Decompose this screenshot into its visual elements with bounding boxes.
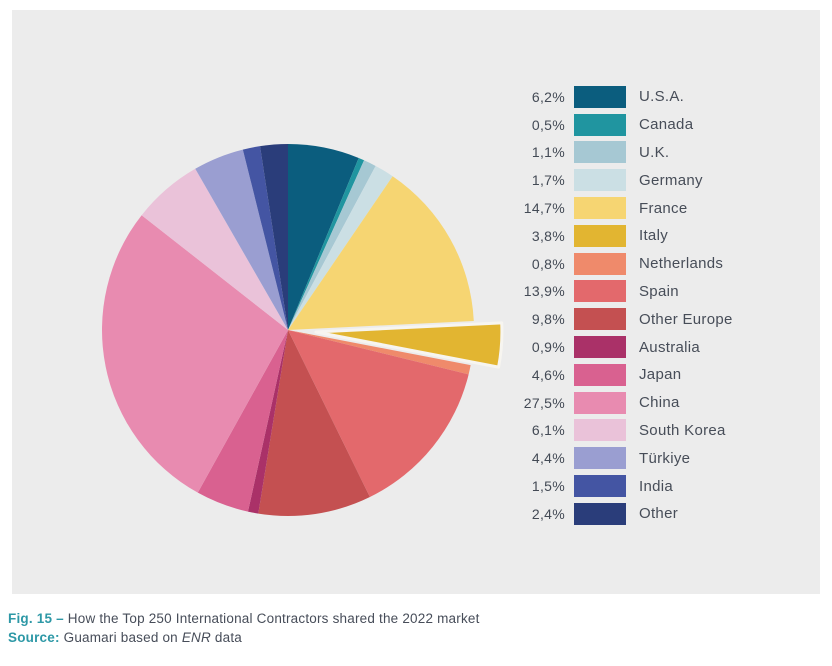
pie-slice-türkiye (195, 149, 288, 330)
legend-percent: 1,5% (531, 478, 565, 495)
legend-row: 4,6% Japan (500, 361, 800, 389)
legend-percent: 0,5% (531, 116, 565, 133)
legend-label: Other Europe (639, 310, 733, 328)
legend-percent: 6,1% (531, 422, 565, 439)
legend-label: Other (639, 505, 679, 523)
legend-row: 1,7% Germany (500, 166, 800, 194)
pie-slice-netherlands (288, 330, 471, 375)
legend-row: 27,5% China (500, 389, 800, 417)
legend-label: Spain (639, 282, 679, 300)
legend-label: India (639, 477, 674, 495)
legend-row: 14,7% France (500, 194, 800, 222)
legend: 6,2% U.S.A. 0,5% Canada 1,1% U.K. 1,7% Germany 1… (500, 83, 800, 528)
legend-row: 0,8% Netherlands (500, 250, 800, 278)
legend-percent: 2,4% (531, 505, 565, 522)
pie-slice-japan (197, 330, 288, 512)
pie-slice-south-korea (141, 168, 288, 330)
source-text-after: data (214, 629, 242, 645)
legend-label: China (639, 394, 680, 412)
legend-row: 13,9% Spain (500, 278, 800, 306)
legend-label: U.K. (639, 143, 670, 161)
legend-label: Netherlands (639, 255, 724, 273)
legend-swatch (574, 141, 626, 164)
legend-percent: 0,8% (531, 255, 565, 272)
legend-percent: 14,7% (523, 200, 565, 217)
legend-swatch (574, 224, 626, 247)
legend-row: 3,8% Italy (500, 222, 800, 250)
legend-label: Türkiye (639, 449, 691, 467)
legend-row: 9,8% Other Europe (500, 305, 800, 333)
legend-swatch (574, 336, 626, 359)
pie-slice-india (242, 146, 288, 330)
legend-label: Italy (639, 227, 669, 245)
pie-slice-spain (288, 330, 469, 497)
pie-slice-germany (288, 165, 393, 330)
legend-row: 0,5% Canada (500, 111, 800, 139)
legend-label: Japan (639, 366, 682, 384)
legend-swatch (574, 113, 626, 136)
pie-slice-u-s-a- (288, 144, 359, 330)
pie-slice-italy (314, 321, 504, 369)
legend-swatch (574, 475, 626, 498)
legend-row: 1,1% U.K. (500, 139, 800, 167)
legend-swatch (574, 419, 626, 442)
legend-row: 4,4% Türkiye (500, 444, 800, 472)
figure-number-label: Fig. 15 – (8, 611, 64, 626)
legend-swatch (574, 308, 626, 331)
legend-percent: 4,4% (531, 450, 565, 467)
pie-slice-china (101, 215, 288, 493)
legend-swatch (574, 85, 626, 108)
legend-row: 6,1% South Korea (500, 417, 800, 445)
legend-percent: 3,8% (531, 227, 565, 244)
legend-percent: 1,1% (531, 144, 565, 161)
legend-percent: 4,6% (531, 366, 565, 383)
figure-caption: Fig. 15 – How the Top 250 International … (8, 610, 748, 647)
legend-swatch (574, 252, 626, 275)
legend-label: South Korea (639, 421, 726, 439)
source-publication: ENR (181, 629, 211, 645)
source-label: Source: (8, 629, 60, 645)
figure-title: How the Top 250 International Contractor… (67, 611, 480, 626)
legend-label: France (639, 199, 688, 217)
pie-slice-other (260, 144, 288, 330)
legend-swatch (574, 447, 626, 470)
legend-swatch (574, 169, 626, 192)
legend-swatch (574, 197, 626, 220)
legend-label: Canada (639, 116, 694, 134)
legend-row: 2,4% Other (500, 500, 800, 528)
legend-percent: 6,2% (531, 88, 565, 105)
legend-swatch (574, 280, 626, 303)
legend-percent: 1,7% (531, 172, 565, 189)
caption-line-2: Source: Guamari based on ENR data (8, 629, 748, 648)
legend-label: U.S.A. (639, 88, 685, 106)
legend-swatch (574, 391, 626, 414)
pie-slice-canada (288, 157, 365, 330)
legend-percent: 0,9% (531, 339, 565, 356)
legend-percent: 9,8% (531, 311, 565, 328)
legend-percent: 27,5% (523, 394, 565, 411)
caption-line-1: Fig. 15 – How the Top 250 International … (8, 610, 748, 629)
pie-slice-other-europe (258, 330, 370, 516)
legend-swatch (574, 502, 626, 525)
source-text: Guamari based on (63, 629, 178, 645)
legend-row: 1,5% India (500, 472, 800, 500)
pie-slice-australia (247, 330, 288, 514)
legend-row: 6,2% U.S.A. (500, 83, 800, 111)
legend-row: 0,9% Australia (500, 333, 800, 361)
legend-label: Germany (639, 171, 703, 189)
legend-percent: 13,9% (523, 283, 565, 300)
pie-slice-france (288, 176, 474, 330)
legend-swatch (574, 363, 626, 386)
pie-slice-u-k- (288, 160, 376, 330)
legend-label: Australia (639, 338, 701, 356)
